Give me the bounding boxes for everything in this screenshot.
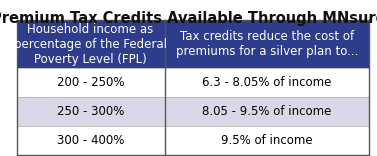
Text: Tax credits reduce the cost of
premiums for a silver plan to...: Tax credits reduce the cost of premiums …: [176, 30, 358, 58]
Bar: [17, 68, 165, 97]
Text: Household income as
percentage of the Federal
Poverty Level (FPL): Household income as percentage of the Fe…: [14, 23, 167, 66]
Text: 9.5% of income: 9.5% of income: [221, 134, 313, 147]
Bar: [17, 20, 165, 68]
Bar: [17, 97, 165, 126]
Text: 200 - 250%: 200 - 250%: [57, 76, 124, 89]
Bar: [165, 97, 369, 126]
Text: 6.3 - 8.05% of income: 6.3 - 8.05% of income: [202, 76, 332, 89]
Text: Premium Tax Credits Available Through MNsure: Premium Tax Credits Available Through MN…: [0, 11, 377, 26]
Text: 300 - 400%: 300 - 400%: [57, 134, 124, 147]
Bar: [165, 68, 369, 97]
Bar: [165, 126, 369, 155]
Text: 250 - 300%: 250 - 300%: [57, 105, 124, 118]
Bar: [17, 126, 165, 155]
Text: 8.05 - 9.5% of income: 8.05 - 9.5% of income: [202, 105, 332, 118]
Bar: [165, 20, 369, 68]
